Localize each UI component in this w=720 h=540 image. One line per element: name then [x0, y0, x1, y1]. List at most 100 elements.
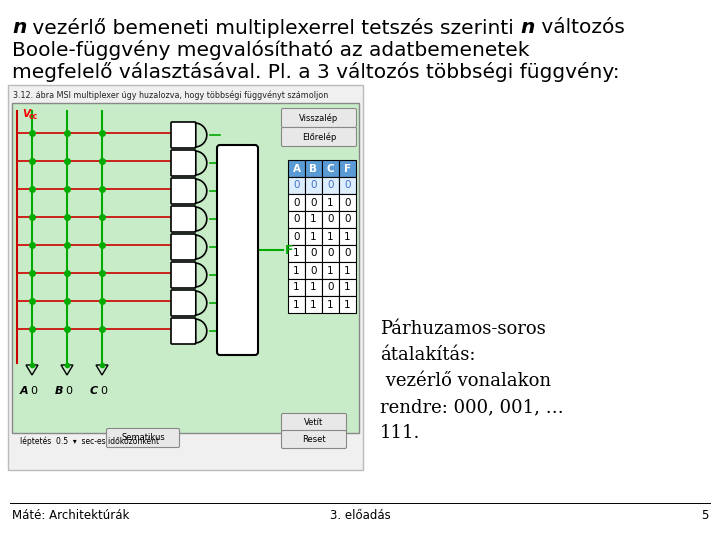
Text: 111.: 111. — [380, 424, 420, 442]
Bar — [288, 228, 305, 245]
Text: Reset: Reset — [302, 435, 326, 444]
Text: 1: 1 — [327, 232, 334, 241]
Bar — [305, 228, 322, 245]
Text: n: n — [12, 18, 27, 37]
Bar — [12, 103, 359, 433]
Text: 0: 0 — [344, 198, 351, 207]
FancyBboxPatch shape — [282, 109, 356, 127]
Text: 1: 1 — [293, 300, 300, 309]
Text: 0: 0 — [30, 386, 37, 396]
Text: 0: 0 — [310, 266, 317, 275]
Text: 0: 0 — [344, 214, 351, 225]
Bar — [288, 160, 305, 177]
Text: 0: 0 — [328, 248, 334, 259]
FancyBboxPatch shape — [171, 206, 196, 232]
Bar — [322, 194, 339, 211]
Bar — [305, 262, 322, 279]
Text: C: C — [327, 164, 334, 173]
FancyBboxPatch shape — [107, 429, 179, 448]
Bar — [339, 177, 356, 194]
Text: 1: 1 — [293, 248, 300, 259]
Text: rendre: 000, 001, …: rendre: 000, 001, … — [380, 398, 564, 416]
Text: 3. előadás: 3. előadás — [330, 509, 390, 522]
Bar — [322, 177, 339, 194]
Text: C: C — [90, 386, 98, 396]
Text: 0: 0 — [293, 214, 300, 225]
Text: 0: 0 — [101, 386, 107, 396]
Bar — [339, 228, 356, 245]
Text: 0: 0 — [344, 248, 351, 259]
Text: 1: 1 — [327, 198, 334, 207]
Text: vezérlő vonalakon: vezérlő vonalakon — [380, 372, 551, 390]
Text: 0: 0 — [310, 180, 317, 191]
Bar — [288, 211, 305, 228]
Bar — [305, 194, 322, 211]
Text: F: F — [285, 244, 294, 256]
Text: Vetít: Vetít — [305, 418, 323, 427]
Text: Visszalép: Visszalép — [300, 113, 338, 123]
Bar — [8, 85, 363, 470]
Text: 0: 0 — [293, 180, 300, 191]
Text: F: F — [344, 164, 351, 173]
FancyBboxPatch shape — [217, 145, 258, 355]
Bar — [305, 160, 322, 177]
Text: 0: 0 — [293, 198, 300, 207]
Text: Párhuzamos-soros: Párhuzamos-soros — [380, 320, 546, 338]
FancyBboxPatch shape — [282, 430, 346, 449]
FancyBboxPatch shape — [282, 127, 356, 146]
Text: B: B — [55, 386, 63, 396]
Bar — [305, 211, 322, 228]
Bar — [322, 211, 339, 228]
Text: átalakítás:: átalakítás: — [380, 346, 475, 364]
Text: 0: 0 — [328, 180, 334, 191]
Text: B: B — [310, 164, 318, 173]
Bar — [305, 279, 322, 296]
Text: 1: 1 — [344, 232, 351, 241]
FancyBboxPatch shape — [282, 414, 346, 431]
Text: cc: cc — [29, 112, 38, 121]
Text: n: n — [521, 18, 535, 37]
Bar — [339, 160, 356, 177]
Bar — [339, 245, 356, 262]
FancyBboxPatch shape — [171, 262, 196, 288]
Bar — [305, 296, 322, 313]
Text: Sematikus: Sematikus — [121, 434, 165, 442]
Bar — [322, 160, 339, 177]
Text: 1: 1 — [310, 300, 317, 309]
Text: léptetés  0.5  ▾  sec-es időközönként: léptetés 0.5 ▾ sec-es időközönként — [20, 437, 159, 447]
Bar — [305, 177, 322, 194]
Bar — [322, 262, 339, 279]
Bar — [288, 245, 305, 262]
Bar — [339, 211, 356, 228]
FancyBboxPatch shape — [171, 150, 196, 176]
Text: Boole-függvény megvalósítható az adatbemenetek: Boole-függvény megvalósítható az adatbem… — [12, 40, 529, 60]
Text: 1: 1 — [310, 232, 317, 241]
Bar — [322, 245, 339, 262]
Bar — [305, 245, 322, 262]
Text: 1: 1 — [344, 282, 351, 293]
Text: 1: 1 — [293, 266, 300, 275]
Text: 0: 0 — [328, 282, 334, 293]
Text: Előrelép: Előrelép — [302, 132, 336, 141]
Bar — [339, 296, 356, 313]
Text: megfelelő választásával. Pl. a 3 változós többségi függvény:: megfelelő választásával. Pl. a 3 változó… — [12, 62, 620, 82]
Text: vezérlő bemeneti multiplexerrel tetszés szerinti: vezérlő bemeneti multiplexerrel tetszés … — [27, 18, 521, 38]
Text: 0: 0 — [66, 386, 73, 396]
Bar — [339, 279, 356, 296]
Bar — [339, 262, 356, 279]
FancyBboxPatch shape — [171, 318, 196, 344]
Text: 0: 0 — [344, 180, 351, 191]
Text: 3.12. ábra MSI multiplexer úgy huzalozva, hogy többségi függvényt számoljon: 3.12. ábra MSI multiplexer úgy huzalozva… — [13, 90, 328, 99]
Text: 1: 1 — [344, 300, 351, 309]
Bar — [288, 296, 305, 313]
Text: 1: 1 — [327, 300, 334, 309]
Text: Máté: Architektúrák: Máté: Architektúrák — [12, 509, 130, 522]
Text: 0: 0 — [310, 198, 317, 207]
Text: 1: 1 — [293, 282, 300, 293]
Text: A: A — [292, 164, 300, 173]
Text: 1: 1 — [310, 282, 317, 293]
Text: 0: 0 — [310, 248, 317, 259]
Bar — [288, 262, 305, 279]
Text: 0: 0 — [328, 214, 334, 225]
FancyBboxPatch shape — [171, 122, 196, 148]
